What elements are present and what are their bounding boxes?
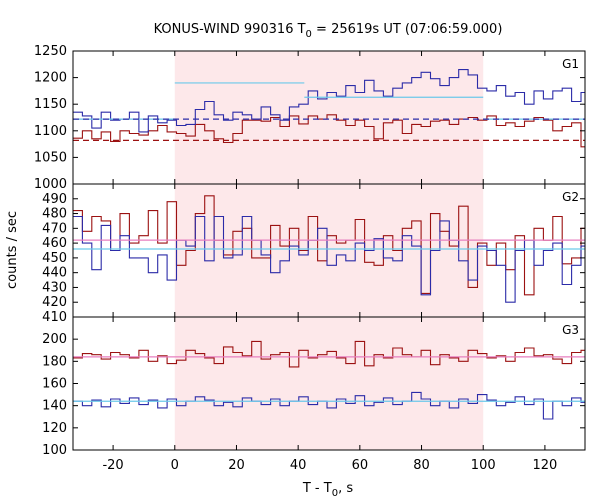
x-tick-label: 80 xyxy=(413,458,430,473)
y-tick-label: 1250 xyxy=(34,44,67,59)
shaded-interval xyxy=(174,51,484,184)
xlabel-sub: 0 xyxy=(332,488,338,499)
panel-label: G1 xyxy=(562,57,579,71)
xlabel-pre: T - T xyxy=(302,481,332,496)
series-red-line xyxy=(73,195,585,296)
y-tick-label: 1000 xyxy=(34,177,67,192)
series-red-line xyxy=(73,340,585,368)
shaded-interval xyxy=(174,317,484,450)
y-tick-label: 460 xyxy=(42,236,67,251)
panels: 100010501100115012001250G141042043044045… xyxy=(34,44,586,473)
x-tick-label: 60 xyxy=(352,458,369,473)
panel-label: G2 xyxy=(562,190,579,204)
xlabel-post: , s xyxy=(338,481,353,496)
y-tick-label: 1100 xyxy=(34,124,67,139)
y-tick-label: 1150 xyxy=(34,97,67,112)
title-pre: KONUS-WIND 990316 T xyxy=(154,22,306,37)
panel-frame xyxy=(72,316,586,451)
y-tick-label: 440 xyxy=(42,266,67,281)
x-axis-title: T - T0, s xyxy=(302,481,353,499)
y-tick-label: 450 xyxy=(42,251,67,266)
x-tick-label: 120 xyxy=(532,458,557,473)
series-blue-line xyxy=(73,391,585,420)
y-tick-label: 470 xyxy=(42,221,67,236)
panel-g1: 1000 1050 1100 1150 1200 1250 G1 xyxy=(34,44,586,192)
y-tick-label: 480 xyxy=(42,207,67,222)
title-post: = 25619s UT (07:06:59.000) xyxy=(312,22,502,37)
y-tick-label: 410 xyxy=(42,310,67,325)
chart-title: KONUS-WIND 990316 T0 = 25619s UT (07:06:… xyxy=(154,22,503,40)
y-tick-label: 490 xyxy=(42,192,67,207)
x-tick-label: 0 xyxy=(171,458,179,473)
title-sub: 0 xyxy=(306,29,312,40)
panel-g3: 100 120 140 160 180 200 G3 -20 0 20 40 60 80 100 120 xyxy=(42,316,586,473)
y-tick-label: 100 xyxy=(42,443,67,458)
x-tick-label: 40 xyxy=(290,458,307,473)
series-blue-line xyxy=(73,215,585,303)
y-tick-label: 140 xyxy=(42,399,67,414)
y-tick-label: 200 xyxy=(42,332,67,347)
y-tick-label: 160 xyxy=(42,377,67,392)
series-red-line xyxy=(73,114,585,148)
y-tick-label: 180 xyxy=(42,354,67,369)
y-tick-label: 430 xyxy=(42,280,67,295)
x-tick-label: 20 xyxy=(228,458,245,473)
x-tick-label: 100 xyxy=(471,458,496,473)
series-blue-line xyxy=(73,69,585,133)
y-tick-label: 1050 xyxy=(34,150,67,165)
x-tick-label: -20 xyxy=(102,458,123,473)
y-axis-title: counts / sec xyxy=(5,211,20,289)
y-tick-label: 1200 xyxy=(34,71,67,86)
y-tick-label: 120 xyxy=(42,421,67,436)
panel-label: G3 xyxy=(562,323,579,337)
y-tick-label: 420 xyxy=(42,295,67,310)
